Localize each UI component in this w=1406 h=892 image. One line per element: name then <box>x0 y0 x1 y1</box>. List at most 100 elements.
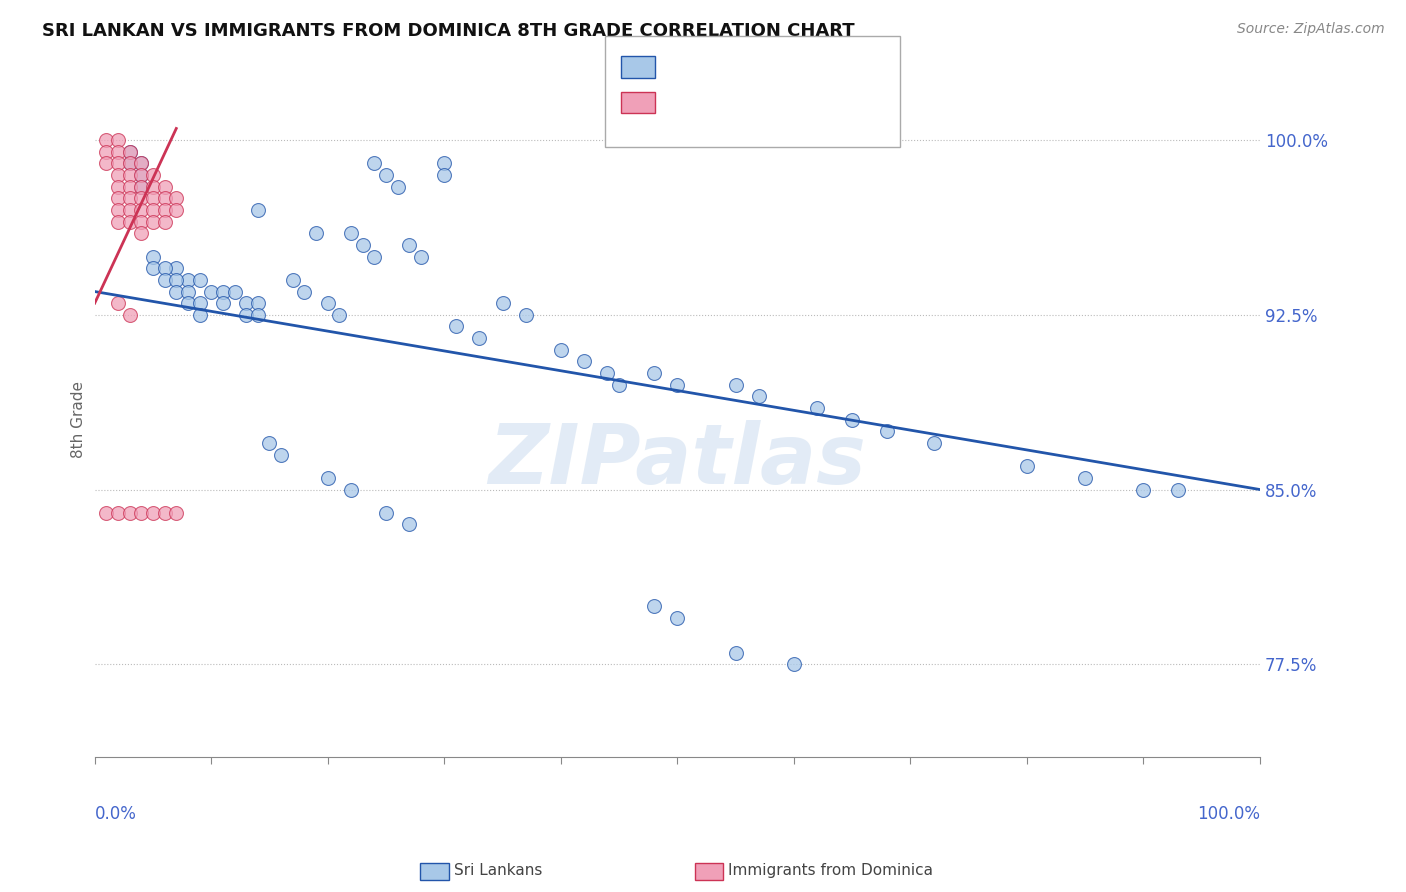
Point <box>188 273 211 287</box>
Point <box>165 261 187 276</box>
Point <box>131 227 153 241</box>
Point <box>783 657 806 672</box>
Point <box>131 202 153 217</box>
Point <box>131 168 153 182</box>
Point <box>724 377 747 392</box>
Point <box>876 425 898 439</box>
Text: N = 74: N = 74 <box>785 58 842 76</box>
Point <box>666 377 689 392</box>
Point <box>107 133 129 147</box>
Point <box>468 331 491 345</box>
Point <box>142 202 165 217</box>
Point <box>643 366 665 380</box>
Point <box>153 214 176 228</box>
Point <box>200 285 222 299</box>
Point <box>328 308 350 322</box>
Point <box>153 261 176 276</box>
Point <box>118 191 141 205</box>
Point <box>1015 459 1038 474</box>
Point <box>922 436 945 450</box>
Point <box>107 168 129 182</box>
Point <box>165 191 187 205</box>
Point <box>572 354 595 368</box>
Point <box>246 296 269 310</box>
Point <box>433 168 456 182</box>
Point <box>398 238 420 252</box>
Point <box>515 308 537 322</box>
Point <box>118 308 141 322</box>
Point <box>1167 483 1189 497</box>
Text: 100.0%: 100.0% <box>1197 805 1260 822</box>
Point <box>224 285 246 299</box>
Point <box>118 156 141 170</box>
Point <box>118 506 141 520</box>
Point <box>142 214 165 228</box>
Point <box>607 377 630 392</box>
Point <box>107 214 129 228</box>
Text: R = -0.181: R = -0.181 <box>662 58 752 76</box>
Point <box>142 261 165 276</box>
Point <box>363 156 385 170</box>
Point <box>131 191 153 205</box>
Point <box>118 156 141 170</box>
Point <box>142 506 165 520</box>
Point <box>118 145 141 159</box>
Y-axis label: 8th Grade: 8th Grade <box>72 381 86 458</box>
Point <box>643 599 665 613</box>
Point <box>107 296 129 310</box>
Point <box>177 273 200 287</box>
Point <box>131 179 153 194</box>
Point <box>212 285 235 299</box>
Point <box>107 179 129 194</box>
Point <box>153 179 176 194</box>
Point <box>107 191 129 205</box>
Point <box>340 227 363 241</box>
Point <box>177 296 200 310</box>
Point <box>107 145 129 159</box>
Text: Source: ZipAtlas.com: Source: ZipAtlas.com <box>1237 22 1385 37</box>
Point <box>235 296 257 310</box>
Text: R = 0.447: R = 0.447 <box>662 94 745 112</box>
Point <box>666 610 689 624</box>
Point <box>409 250 432 264</box>
Point <box>165 202 187 217</box>
Point <box>165 273 187 287</box>
Point <box>153 202 176 217</box>
Point <box>153 273 176 287</box>
Point <box>118 145 141 159</box>
Point <box>841 412 863 426</box>
Point <box>142 168 165 182</box>
Point <box>748 389 770 403</box>
Point <box>491 296 513 310</box>
Point <box>118 168 141 182</box>
Point <box>118 202 141 217</box>
Point <box>131 214 153 228</box>
Point <box>259 436 281 450</box>
Point <box>212 296 235 310</box>
Point <box>107 202 129 217</box>
Point <box>96 133 118 147</box>
Point <box>131 156 153 170</box>
Point <box>281 273 304 287</box>
Point <box>177 285 200 299</box>
Point <box>131 156 153 170</box>
Point <box>246 308 269 322</box>
Point <box>96 506 118 520</box>
Point <box>550 343 572 357</box>
Point <box>107 506 129 520</box>
Text: SRI LANKAN VS IMMIGRANTS FROM DOMINICA 8TH GRADE CORRELATION CHART: SRI LANKAN VS IMMIGRANTS FROM DOMINICA 8… <box>42 22 855 40</box>
Point <box>316 471 339 485</box>
Point <box>165 506 187 520</box>
Point <box>235 308 257 322</box>
Point <box>305 227 328 241</box>
Point <box>1074 471 1097 485</box>
Point <box>96 156 118 170</box>
Point <box>118 179 141 194</box>
Point <box>375 168 398 182</box>
Point <box>142 191 165 205</box>
Point <box>596 366 619 380</box>
Text: 0.0%: 0.0% <box>94 805 136 822</box>
Point <box>118 214 141 228</box>
Point <box>131 179 153 194</box>
Text: Immigrants from Dominica: Immigrants from Dominica <box>728 863 934 878</box>
